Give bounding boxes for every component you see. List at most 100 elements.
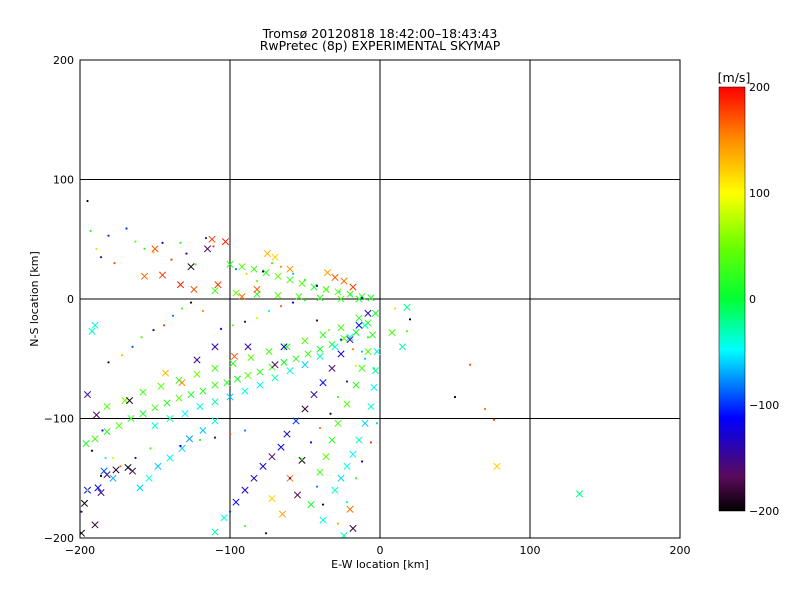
data-point-dot xyxy=(261,270,265,273)
data-point-cross xyxy=(229,359,237,368)
data-point-dot xyxy=(492,418,496,421)
data-point-cross xyxy=(247,354,255,362)
data-point-cross xyxy=(368,331,377,339)
data-point-cross xyxy=(175,394,183,402)
x-tick-label: 200 xyxy=(670,544,691,557)
data-point-cross xyxy=(337,474,345,482)
data-point-cross xyxy=(253,285,261,293)
data-point-cross xyxy=(166,454,174,462)
data-point-cross xyxy=(355,295,363,303)
data-point-dot xyxy=(89,229,92,232)
data-point-cross xyxy=(293,491,302,499)
data-point-cross xyxy=(337,295,345,303)
data-point-cross xyxy=(244,343,252,351)
data-point-cross xyxy=(256,368,264,376)
data-point-cross xyxy=(256,381,264,389)
data-point-dot xyxy=(243,429,247,432)
data-point-cross xyxy=(310,391,318,399)
data-point-cross xyxy=(328,436,336,444)
data-point-dot xyxy=(363,357,367,360)
data-point-cross xyxy=(220,514,228,522)
data-point-cross xyxy=(352,328,360,337)
data-point-dot xyxy=(321,503,325,506)
colorbar-tick-label: −200 xyxy=(749,505,779,518)
data-point-cross xyxy=(208,235,216,243)
data-point-cross xyxy=(298,456,306,464)
data-point-cross xyxy=(361,419,369,427)
data-point-dot xyxy=(86,489,89,492)
data-point-dot xyxy=(327,328,331,332)
data-point-cross xyxy=(109,474,117,482)
data-point-cross xyxy=(331,343,339,351)
data-point-cross xyxy=(233,375,242,383)
data-point-dot xyxy=(270,262,274,265)
data-point-dot xyxy=(140,336,143,339)
y-tick-label: 200 xyxy=(53,54,74,67)
data-point-cross xyxy=(187,391,195,399)
data-point-cross xyxy=(250,474,258,482)
colorbar-unit-label: [m/s] xyxy=(718,70,751,85)
data-point-dot xyxy=(162,324,166,327)
colorbar-tick-label: 0 xyxy=(749,293,756,306)
data-point-dot xyxy=(179,241,182,244)
data-point-dot xyxy=(86,199,89,203)
data-point-dot xyxy=(131,345,134,348)
data-point-dot xyxy=(309,441,313,444)
data-point-dot xyxy=(95,247,98,250)
data-point-dot xyxy=(375,422,379,425)
data-point-dot xyxy=(329,412,332,415)
data-point-cross xyxy=(163,399,171,407)
data-point-cross xyxy=(295,293,303,301)
data-point-cross xyxy=(151,245,159,253)
data-point-dot xyxy=(152,251,155,254)
data-point-dot xyxy=(90,449,94,452)
data-point-cross xyxy=(91,321,99,329)
data-point-dot xyxy=(120,354,124,357)
data-point-cross xyxy=(316,352,324,360)
data-point-cross xyxy=(340,334,348,342)
data-point-dot xyxy=(228,432,232,436)
data-point-dot xyxy=(194,263,197,266)
data-point-cross xyxy=(301,405,309,413)
data-point-cross xyxy=(91,521,99,529)
data-point-dot xyxy=(267,309,271,313)
data-point-cross xyxy=(244,371,252,380)
data-point-cross xyxy=(373,348,381,356)
data-point-cross xyxy=(232,289,240,297)
y-axis-label: N-S location [km] xyxy=(28,251,41,347)
data-point-cross xyxy=(230,352,239,360)
x-tick-label: −200 xyxy=(65,544,95,557)
data-point-cross xyxy=(211,364,219,372)
data-point-dot xyxy=(360,296,364,299)
data-point-dot xyxy=(189,301,193,304)
data-point-cross xyxy=(193,356,201,364)
chart-title: Tromsø 20120818 18:42:00–18:43:43 xyxy=(262,26,498,41)
data-point-cross xyxy=(337,324,345,332)
data-point-cross xyxy=(322,453,330,461)
data-point-dot xyxy=(291,272,295,276)
data-point-cross xyxy=(199,387,207,395)
data-point-cross xyxy=(232,498,240,506)
y-tick-label: −200 xyxy=(44,532,74,545)
data-point-cross xyxy=(575,490,584,498)
data-point-cross xyxy=(221,238,230,246)
data-point-dot xyxy=(255,317,259,320)
data-point-cross xyxy=(388,328,396,337)
data-point-cross xyxy=(196,402,204,411)
data-point-cross xyxy=(319,379,327,387)
data-point-cross xyxy=(211,528,219,536)
x-axis-label: E-W location [km] xyxy=(331,558,429,571)
data-point-dot xyxy=(104,456,107,460)
data-point-cross xyxy=(355,321,363,329)
data-point-dot xyxy=(107,234,110,237)
data-point-cross xyxy=(280,343,288,351)
x-tick-label: 100 xyxy=(520,544,541,557)
data-point-dot xyxy=(101,429,104,432)
data-point-cross xyxy=(343,462,351,470)
data-point-dot xyxy=(300,458,304,461)
data-point-dot xyxy=(468,363,472,366)
y-tick-label: −100 xyxy=(44,413,74,426)
data-point-cross xyxy=(286,276,294,284)
data-point-cross xyxy=(268,453,276,461)
grid-lines xyxy=(80,60,680,538)
